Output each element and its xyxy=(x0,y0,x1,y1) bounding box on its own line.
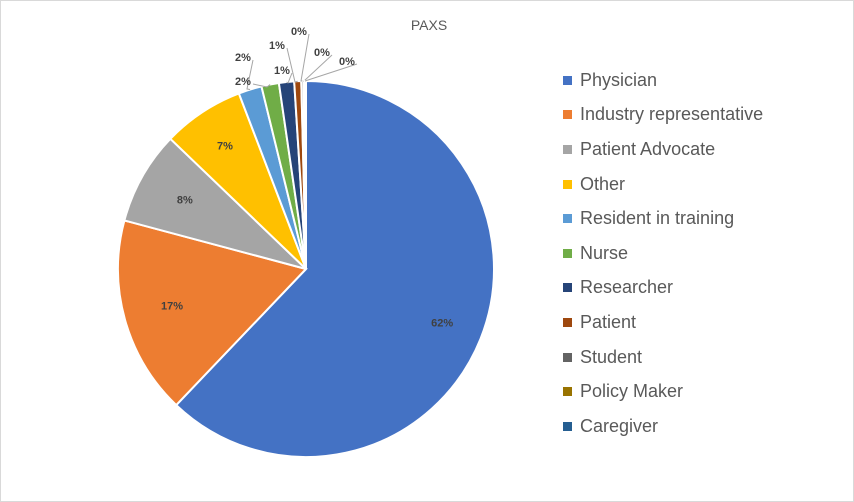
legend-swatch xyxy=(563,214,572,224)
data-label-patient: 1% xyxy=(269,40,285,52)
legend-swatch xyxy=(563,352,572,362)
pie-slice-industry-representative xyxy=(117,219,308,407)
legend-label: Nurse xyxy=(580,242,629,263)
legend: Physician Industry representative Patient … xyxy=(563,63,763,444)
legend-label: Student xyxy=(580,346,643,367)
leader-line xyxy=(252,83,271,88)
data-label-industry-representative: 17% xyxy=(161,301,183,313)
legend-label: Resident in training xyxy=(580,208,735,229)
legend-swatch xyxy=(563,421,572,431)
legend-item: Student xyxy=(563,340,763,375)
chart-title: PAXS xyxy=(410,17,448,33)
data-label-other: 7% xyxy=(217,141,233,153)
legend-label: Policy Maker xyxy=(580,381,684,402)
legend-label: Other xyxy=(580,173,626,194)
legend-label: Caregiver xyxy=(580,415,659,436)
pie-slice-physician xyxy=(174,79,495,458)
legend-swatch xyxy=(563,387,572,397)
legend-label: Industry representative xyxy=(580,104,764,125)
legend-item: Patient Advocate xyxy=(563,132,763,167)
legend-swatch xyxy=(563,317,572,327)
leader-line xyxy=(246,59,254,91)
legend-item: Caregiver xyxy=(563,409,763,444)
data-label-patient-advocate: 8% xyxy=(177,195,193,207)
legend-item: Patient xyxy=(563,305,763,340)
leader-line xyxy=(286,47,298,83)
data-label-caregiver: 0% xyxy=(339,56,355,68)
legend-swatch xyxy=(563,283,572,293)
data-label-physician: 62% xyxy=(431,317,453,329)
legend-item: Nurse xyxy=(563,236,763,271)
legend-item: Physician xyxy=(563,63,763,98)
legend-label: Patient Advocate xyxy=(580,138,716,159)
leader-line xyxy=(286,72,293,84)
legend-swatch xyxy=(563,248,572,258)
legend-label: Researcher xyxy=(580,277,674,298)
legend-item: Industry representative xyxy=(563,98,763,133)
data-label-student: 0% xyxy=(291,26,307,38)
leader-line xyxy=(304,63,358,82)
legend-item: Researcher xyxy=(563,271,763,306)
data-label-policy-maker: 0% xyxy=(314,47,330,59)
legend-item: Resident in training xyxy=(563,201,763,236)
legend-item: Other xyxy=(563,167,763,202)
data-label-researcher: 1% xyxy=(274,65,290,77)
legend-swatch xyxy=(563,144,572,154)
legend-item: Policy Maker xyxy=(563,374,763,409)
data-label-resident-in-training: 2% xyxy=(235,52,251,64)
pie-slice-caregiver xyxy=(303,79,307,270)
leader-line xyxy=(300,33,310,82)
legend-label: Patient xyxy=(580,311,637,332)
legend-swatch xyxy=(563,179,572,189)
legend-swatch xyxy=(563,75,572,85)
pie-slice-patient-advocate xyxy=(123,137,307,270)
legend-swatch xyxy=(563,110,572,120)
data-label-nurse: 2% xyxy=(235,76,251,88)
legend-label: Physician xyxy=(580,69,658,90)
